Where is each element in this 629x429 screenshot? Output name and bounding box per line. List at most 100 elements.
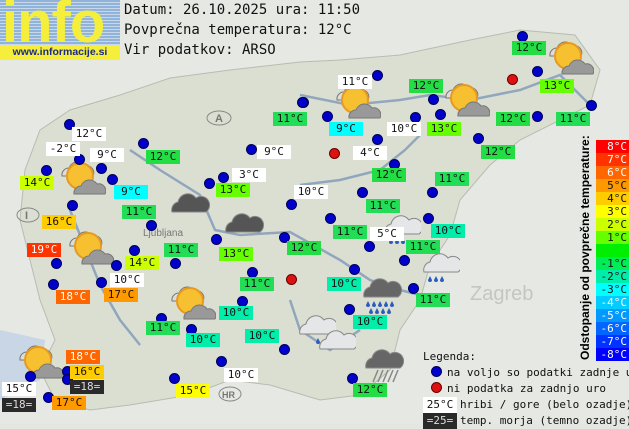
station-temperature-label[interactable]: 13°C <box>216 183 250 197</box>
station-dot-available[interactable] <box>428 94 439 105</box>
station-temperature-label[interactable]: 9°C <box>114 185 148 199</box>
station-dot-available[interactable] <box>170 258 181 269</box>
station-temperature-label[interactable]: 11°C <box>240 277 274 291</box>
station-dot-available[interactable] <box>408 283 419 294</box>
station-temperature-label[interactable]: 9°C <box>329 122 363 136</box>
station-temperature-label[interactable]: 12°C <box>353 383 387 397</box>
station-temperature-label[interactable]: 11°C <box>366 199 400 213</box>
station-temperature-label[interactable]: 10°C <box>110 273 144 287</box>
station-dot-available[interactable] <box>67 200 78 211</box>
station-dot-available[interactable] <box>325 213 336 224</box>
station-temperature-label[interactable]: 12°C <box>409 79 443 93</box>
station-temperature-label[interactable]: 16°C <box>70 365 104 379</box>
station-temperature-label[interactable]: 18°C <box>66 350 100 364</box>
station-temperature-label[interactable]: 17°C <box>52 396 86 410</box>
station-dot-available[interactable] <box>107 174 118 185</box>
station-temperature-label[interactable]: 12°C <box>372 168 406 182</box>
station-temperature-label[interactable]: 18°C <box>56 290 90 304</box>
station-dot-missing[interactable] <box>507 74 518 85</box>
station-dot-available[interactable] <box>111 260 122 271</box>
station-temperature-label[interactable]: =18= <box>70 380 104 394</box>
station-temperature-label[interactable]: 9°C <box>257 145 291 159</box>
station-dot-available[interactable] <box>138 138 149 149</box>
station-temperature-label[interactable]: 11°C <box>333 225 367 239</box>
station-dot-available[interactable] <box>41 165 52 176</box>
station-dot-available[interactable] <box>246 144 257 155</box>
station-dot-available[interactable] <box>216 356 227 367</box>
station-temperature-label[interactable]: 10°C <box>224 368 258 382</box>
station-temperature-label[interactable]: 12°C <box>496 112 530 126</box>
station-dot-available[interactable] <box>286 199 297 210</box>
station-dot-available[interactable] <box>146 220 157 231</box>
station-dot-available[interactable] <box>364 241 375 252</box>
station-temperature-label[interactable]: 4°C <box>353 146 387 160</box>
station-temperature-label[interactable]: 10°C <box>327 277 361 291</box>
station-temperature-label[interactable]: 10°C <box>353 315 387 329</box>
station-dot-available[interactable] <box>218 172 229 183</box>
station-temperature-label[interactable]: 14°C <box>20 176 54 190</box>
station-temperature-label[interactable]: 14°C <box>125 256 159 270</box>
station-dot-available[interactable] <box>586 100 597 111</box>
station-dot-available[interactable] <box>129 245 140 256</box>
station-temperature-label[interactable]: 12°C <box>146 150 180 164</box>
station-dot-available[interactable] <box>349 264 360 275</box>
station-dot-available[interactable] <box>62 374 73 385</box>
station-dot-available[interactable] <box>96 163 107 174</box>
station-temperature-label[interactable]: 3°C <box>232 168 266 182</box>
station-dot-available[interactable] <box>48 279 59 290</box>
station-dot-available[interactable] <box>372 70 383 81</box>
station-dot-missing[interactable] <box>329 148 340 159</box>
station-dot-available[interactable] <box>211 234 222 245</box>
station-dot-available[interactable] <box>25 371 36 382</box>
station-temperature-label[interactable]: 11°C <box>273 112 307 126</box>
station-temperature-label[interactable]: 13°C <box>540 79 574 93</box>
station-dot-available[interactable] <box>297 97 308 108</box>
station-dot-available[interactable] <box>64 119 75 130</box>
station-temperature-label[interactable]: 11°C <box>435 172 469 186</box>
station-dot-available[interactable] <box>279 344 290 355</box>
station-dot-available[interactable] <box>532 66 543 77</box>
station-dot-available[interactable] <box>399 255 410 266</box>
station-dot-available[interactable] <box>372 134 383 145</box>
station-temperature-label[interactable]: 10°C <box>186 333 220 347</box>
station-dot-available[interactable] <box>279 232 290 243</box>
station-temperature-label[interactable]: 10°C <box>431 224 465 238</box>
station-temperature-label[interactable]: 12°C <box>287 241 321 255</box>
station-temperature-label[interactable]: 11°C <box>416 293 450 307</box>
station-temperature-label[interactable]: -2°C <box>46 142 80 156</box>
station-temperature-label[interactable]: 10°C <box>219 306 253 320</box>
station-temperature-label[interactable]: 5°C <box>370 227 404 241</box>
station-temperature-label[interactable]: 12°C <box>72 127 106 141</box>
station-temperature-label[interactable]: 10°C <box>294 185 328 199</box>
station-temperature-label[interactable]: 17°C <box>104 288 138 302</box>
station-temperature-label[interactable]: 13°C <box>427 122 461 136</box>
station-dot-available[interactable] <box>344 304 355 315</box>
station-temperature-label[interactable]: 10°C <box>245 329 279 343</box>
station-temperature-label[interactable]: 16°C <box>42 215 76 229</box>
station-temperature-label[interactable]: 11°C <box>556 112 590 126</box>
station-temperature-label[interactable]: 15°C <box>2 382 36 396</box>
station-temperature-label[interactable]: 11°C <box>406 240 440 254</box>
station-temperature-label[interactable]: 11°C <box>338 75 372 89</box>
logo[interactable]: info www.informacije.si <box>0 0 120 60</box>
station-temperature-label[interactable]: 12°C <box>481 145 515 159</box>
station-temperature-label[interactable]: 19°C <box>27 243 61 257</box>
station-dot-available[interactable] <box>423 213 434 224</box>
station-temperature-label[interactable]: =18= <box>2 398 36 412</box>
station-dot-available[interactable] <box>96 277 107 288</box>
station-dot-available[interactable] <box>435 109 446 120</box>
station-dot-available[interactable] <box>169 373 180 384</box>
station-dot-available[interactable] <box>322 111 333 122</box>
station-temperature-label[interactable]: 11°C <box>164 243 198 257</box>
station-dot-available[interactable] <box>473 133 484 144</box>
station-dot-missing[interactable] <box>286 274 297 285</box>
station-temperature-label[interactable]: 9°C <box>90 148 124 162</box>
station-dot-available[interactable] <box>532 111 543 122</box>
station-dot-available[interactable] <box>51 258 62 269</box>
station-dot-available[interactable] <box>357 187 368 198</box>
station-dot-available[interactable] <box>427 187 438 198</box>
logo-url-link[interactable]: www.informacije.si <box>0 45 120 60</box>
station-temperature-label[interactable]: 11°C <box>146 321 180 335</box>
station-temperature-label[interactable]: 15°C <box>176 384 210 398</box>
station-temperature-label[interactable]: 13°C <box>219 247 253 261</box>
